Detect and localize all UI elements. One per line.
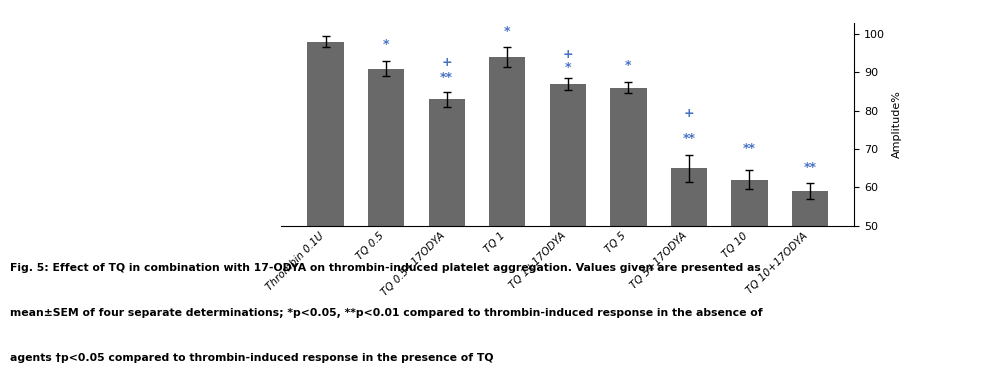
- Bar: [732, 180, 768, 226]
- Text: **: **: [743, 142, 756, 155]
- Text: **: **: [804, 161, 816, 174]
- Text: +: +: [441, 56, 452, 68]
- Text: *: *: [565, 61, 571, 74]
- Text: *: *: [383, 38, 389, 51]
- Text: Fig. 5: Effect of TQ in combination with 17-ODYA on thrombin-induced platelet ag: Fig. 5: Effect of TQ in combination with…: [10, 263, 761, 273]
- Text: +: +: [563, 48, 573, 61]
- Bar: [308, 42, 344, 226]
- Text: **: **: [440, 71, 453, 84]
- Bar: [670, 168, 708, 226]
- Text: mean±SEM of four separate determinations; *p<0.05, **p<0.01 compared to thrombin: mean±SEM of four separate determinations…: [10, 308, 763, 318]
- Text: *: *: [625, 59, 631, 72]
- Y-axis label: Amplitude%: Amplitude%: [891, 90, 901, 158]
- Bar: [610, 88, 646, 226]
- Text: +: +: [683, 107, 694, 120]
- Text: agents †p<0.05 compared to thrombin-induced response in the presence of TQ: agents †p<0.05 compared to thrombin-indu…: [10, 353, 493, 364]
- Text: *: *: [505, 25, 511, 38]
- Bar: [489, 57, 526, 226]
- Text: **: **: [682, 132, 695, 145]
- Bar: [428, 99, 465, 226]
- Bar: [550, 84, 586, 226]
- Bar: [792, 191, 828, 226]
- Bar: [368, 68, 404, 226]
